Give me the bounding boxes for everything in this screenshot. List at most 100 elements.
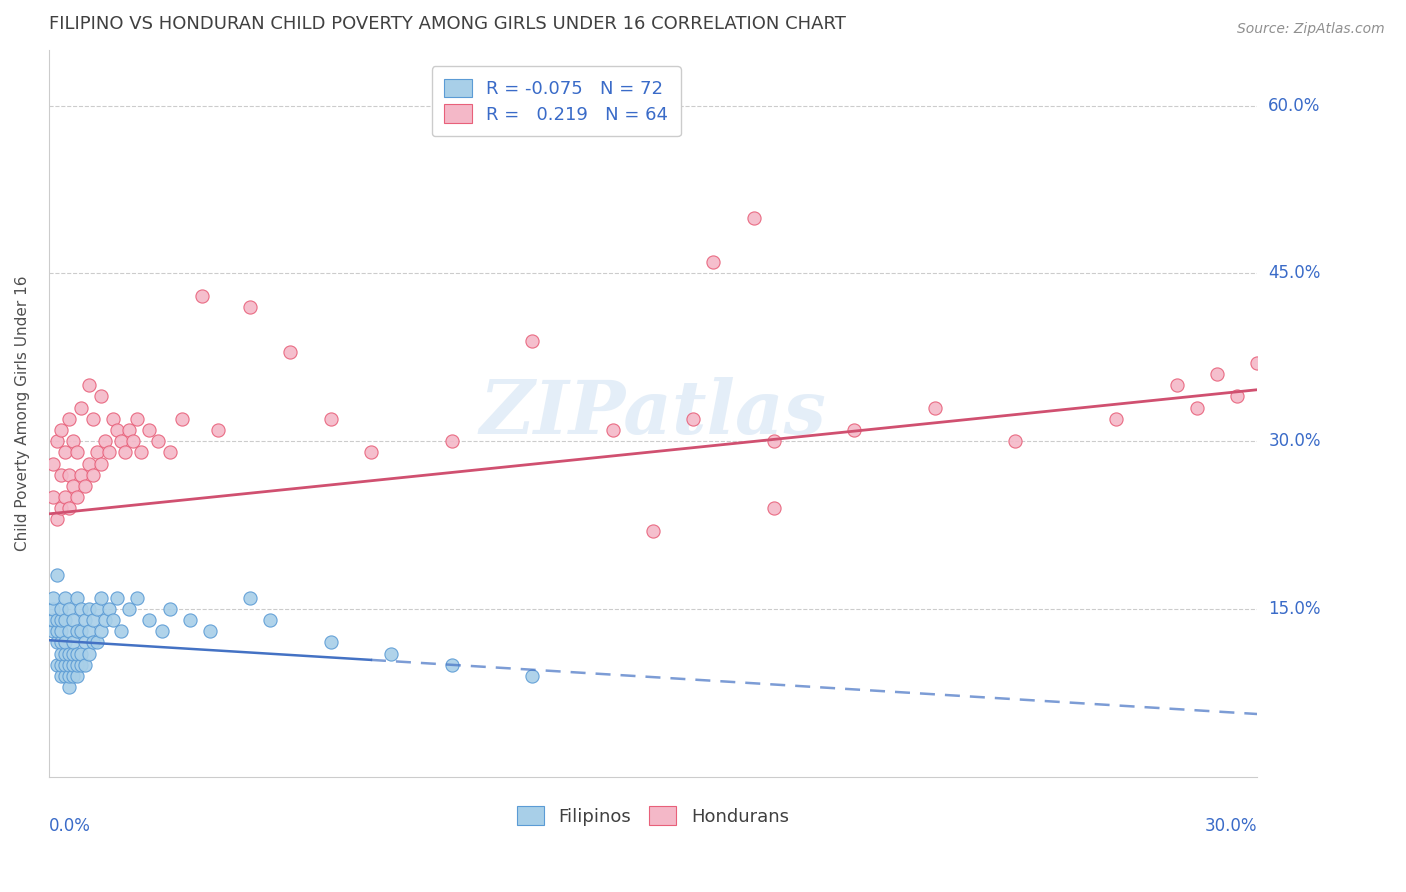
Point <box>45 635 67 649</box>
Point <box>53 613 76 627</box>
Point <box>86 602 108 616</box>
Point <box>105 423 128 437</box>
Point <box>66 591 89 605</box>
Point <box>70 657 93 672</box>
Point <box>49 467 72 482</box>
Point <box>45 657 67 672</box>
Point <box>58 669 80 683</box>
Point <box>762 434 785 449</box>
Point <box>53 657 76 672</box>
Point <box>70 401 93 415</box>
Point <box>58 657 80 672</box>
Point <box>42 457 65 471</box>
Point <box>259 613 281 627</box>
Point <box>77 602 100 616</box>
Point <box>138 423 160 437</box>
Point <box>90 389 112 403</box>
Point <box>118 602 141 616</box>
Point <box>602 423 624 437</box>
Point <box>66 657 89 672</box>
Point <box>82 613 104 627</box>
Point <box>62 647 84 661</box>
Text: 60.0%: 60.0% <box>1268 96 1320 115</box>
Point <box>82 467 104 482</box>
Point <box>110 624 132 639</box>
Point <box>82 412 104 426</box>
Text: Source: ZipAtlas.com: Source: ZipAtlas.com <box>1237 22 1385 37</box>
Point <box>70 624 93 639</box>
Point <box>45 434 67 449</box>
Point <box>53 635 76 649</box>
Point <box>191 289 214 303</box>
Point <box>58 624 80 639</box>
Y-axis label: Child Poverty Among Girls Under 16: Child Poverty Among Girls Under 16 <box>15 276 30 551</box>
Point <box>1185 401 1208 415</box>
Point <box>127 412 149 426</box>
Point <box>58 412 80 426</box>
Point <box>844 423 866 437</box>
Point <box>319 412 342 426</box>
Text: FILIPINO VS HONDURAN CHILD POVERTY AMONG GIRLS UNDER 16 CORRELATION CHART: FILIPINO VS HONDURAN CHILD POVERTY AMONG… <box>49 15 845 33</box>
Point <box>58 602 80 616</box>
Point <box>53 647 76 661</box>
Point <box>49 423 72 437</box>
Point <box>86 445 108 459</box>
Point <box>90 457 112 471</box>
Point <box>77 457 100 471</box>
Point <box>62 635 84 649</box>
Point <box>118 423 141 437</box>
Point <box>49 647 72 661</box>
Point <box>66 445 89 459</box>
Point <box>146 434 169 449</box>
Point <box>103 613 125 627</box>
Point <box>73 479 96 493</box>
Point <box>98 602 121 616</box>
Point <box>82 635 104 649</box>
Text: 30.0%: 30.0% <box>1268 433 1320 450</box>
Point <box>66 490 89 504</box>
Point <box>90 624 112 639</box>
Point <box>1205 367 1227 381</box>
Point <box>1226 389 1249 403</box>
Point <box>280 344 302 359</box>
Point <box>66 647 89 661</box>
Point <box>440 434 463 449</box>
Point <box>98 445 121 459</box>
Point <box>1105 412 1128 426</box>
Point <box>207 423 229 437</box>
Point <box>138 613 160 627</box>
Point <box>131 445 153 459</box>
Point <box>159 602 181 616</box>
Point <box>62 669 84 683</box>
Point <box>702 255 724 269</box>
Point <box>380 647 402 661</box>
Point <box>122 434 145 449</box>
Point <box>1004 434 1026 449</box>
Point <box>682 412 704 426</box>
Point <box>49 669 72 683</box>
Point <box>103 412 125 426</box>
Point <box>90 591 112 605</box>
Point <box>319 635 342 649</box>
Point <box>49 602 72 616</box>
Point <box>58 501 80 516</box>
Point <box>58 467 80 482</box>
Text: 30.0%: 30.0% <box>1205 816 1257 835</box>
Point <box>49 657 72 672</box>
Point <box>42 591 65 605</box>
Text: 0.0%: 0.0% <box>49 816 90 835</box>
Point <box>53 490 76 504</box>
Point <box>641 524 664 538</box>
Point <box>1246 356 1268 370</box>
Point <box>62 479 84 493</box>
Text: 45.0%: 45.0% <box>1268 264 1320 283</box>
Point <box>179 613 201 627</box>
Point <box>150 624 173 639</box>
Point <box>70 602 93 616</box>
Point <box>127 591 149 605</box>
Point <box>45 568 67 582</box>
Point <box>45 512 67 526</box>
Point <box>73 657 96 672</box>
Point <box>520 669 543 683</box>
Point <box>114 445 136 459</box>
